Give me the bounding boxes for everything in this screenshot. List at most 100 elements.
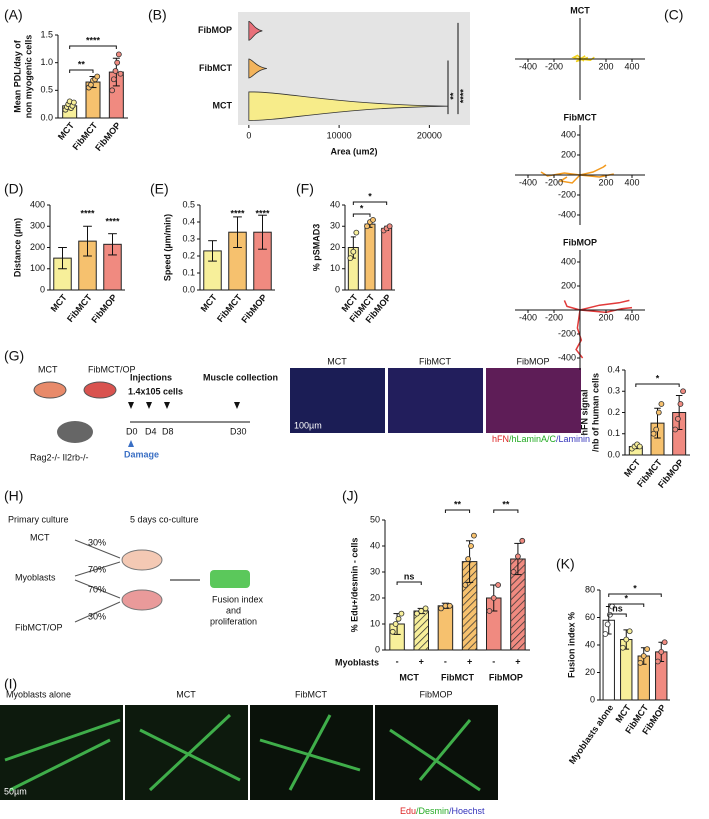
x-tick-label: 400 [624,177,639,187]
data-point [661,639,668,646]
x-tick-label: MCT [56,120,77,142]
y-tick-label: 400 [561,129,576,139]
y-tick-label: 0 [375,644,380,654]
significance: ns [404,571,415,581]
data-point [110,76,117,83]
label: FibMCT/OP [88,364,136,374]
y-tick-label: 0.2 [182,250,195,260]
significance-bracket [635,383,680,387]
y-tick-label: 0.0 [40,112,53,122]
data-point [438,605,444,612]
violin [248,58,267,79]
y-axis-label: % Edu+/desmin - cells [349,538,359,633]
data-point [619,644,626,651]
panel-letter: (I) [4,676,17,692]
x-tick-label: 200 [598,312,613,322]
label: 5 days co-culture [130,514,199,524]
data-point [413,610,420,617]
data-point [422,605,429,612]
data-point [490,595,497,601]
label: 1.4x105 cells [128,386,183,396]
arrow [128,440,134,447]
significance-bracket [608,603,645,607]
y-tick-label: 10 [330,263,340,273]
data-point [386,223,393,230]
label: MCT [176,689,196,699]
y-tick-label: 80 [585,584,595,594]
label: D0 [126,426,138,436]
data-point [392,621,399,627]
label: Fusion index [212,594,264,604]
y-tick-label: 20 [330,242,340,252]
x-tick-label: FibMOP [93,120,123,152]
x-tick-label: MCT [622,457,643,479]
category-label: FibMOP [198,25,232,35]
label: 30% [88,537,106,547]
violin [248,21,263,41]
data-point [602,631,609,637]
significance-bracket [444,509,471,513]
significance-bracket [493,509,519,513]
y-tick-label: 0.1 [607,428,620,438]
significance: * [368,191,372,201]
x-tick-label: MCT [199,292,220,314]
data-point [650,430,657,437]
data-point [515,553,521,560]
y-tick-label: -400 [558,352,576,362]
image [290,368,385,433]
x-tick-label: 200 [598,61,613,71]
panel-letter: (J) [342,488,358,504]
data-point [389,628,396,635]
dish [33,381,67,399]
data-point [398,610,405,617]
label: Injections [130,372,172,382]
group-label: MCT [399,672,419,682]
bar [381,227,393,291]
x-tick-label: Myoblasts alone [567,703,615,766]
data-point [674,415,681,422]
dish [83,381,117,399]
y-tick-label: 0.5 [182,199,195,209]
panel-letter: (F) [296,181,314,197]
significance: ** [454,499,462,509]
significance: * [624,593,628,603]
x-tick-label: FibMOP [89,292,119,324]
data-point [350,248,357,255]
significance: **** [458,89,468,104]
y-tick-label: 0 [335,284,340,294]
x-tick-label: -400 [519,312,537,322]
scale-label: 50µm [4,786,27,796]
label: and [226,605,241,615]
label: MCT [38,364,58,374]
x-tick-label: FibMOP [239,292,269,324]
schematic-g: MCT FibMCT/OP Rag2-/- Il2rb-/- Injection… [30,356,590,462]
y-tick-label: -200 [558,328,576,338]
data-point [109,87,116,94]
label: D30 [230,426,247,436]
chart-title: FibMOP [563,237,597,247]
images-i: Myoblasts alone MCT FibMCT FibMOP 50µm E… [0,689,498,816]
y-tick-label: 40 [330,199,340,209]
data-point [636,443,643,450]
data-point [519,537,526,544]
y-tick-label: 200 [561,149,576,159]
group-label: FibMOP [489,672,523,682]
y-tick-label: 20 [370,592,380,602]
data-point [446,602,453,609]
label: FibMOP [419,689,452,699]
data-point [94,73,101,80]
trajectory [579,299,630,311]
significance: **** [86,35,101,45]
y-axis-label: non myogenic cells [23,35,33,119]
x-tick-label: -400 [519,61,537,71]
data-point [468,543,474,549]
panel-letter: (B) [148,7,167,23]
y-tick-label: 200 [561,280,576,290]
y-tick-label: 60 [585,612,595,622]
x-tick-label: -200 [545,312,563,322]
image [388,368,483,433]
x-tick-label: -200 [545,61,563,71]
label: Damage [124,449,159,459]
bar-hatch [414,611,429,650]
y-tick-label: 300 [30,221,45,231]
